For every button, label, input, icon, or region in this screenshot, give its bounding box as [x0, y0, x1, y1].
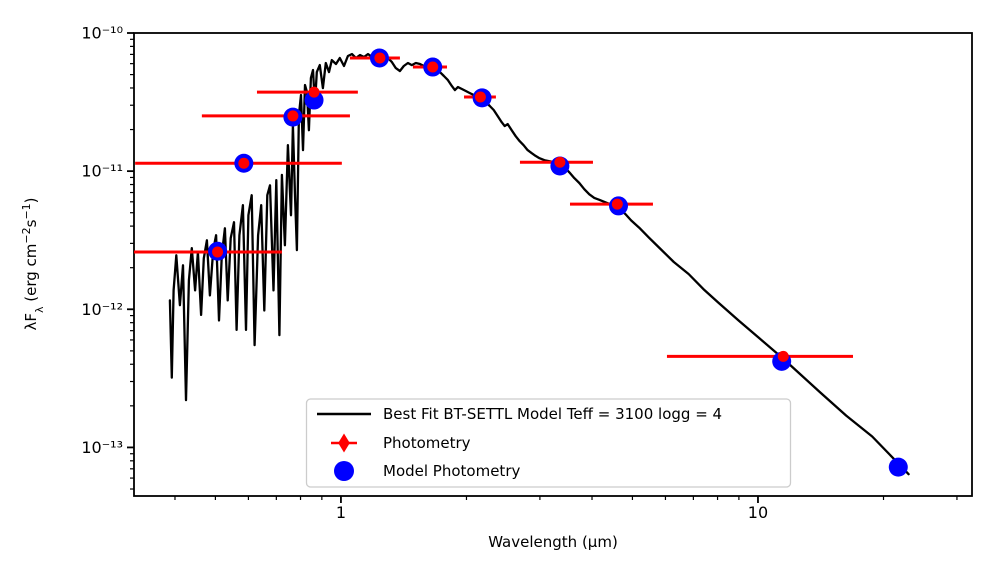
legend-label-best-fit-model: Best Fit BT-SETTL Model Teff = 3100 logg… [383, 405, 722, 423]
legend-item-best-fit-model: Best Fit BT-SETTL Model Teff = 3100 logg… [317, 405, 722, 423]
x-axis-label: Wavelength (μm) [488, 533, 618, 551]
photometry-marker [287, 110, 299, 122]
circle-marker-icon [334, 461, 354, 481]
legend-item-photometry: Photometry [331, 433, 471, 453]
x-tick-label: 10 [748, 503, 768, 522]
photometry-marker [238, 157, 250, 169]
legend: Best Fit BT-SETTL Model Teff = 3100 logg… [305, 398, 792, 488]
y-axis-label: λFλ (erg cm−2s−1) [20, 197, 46, 330]
photometry-marker [374, 52, 386, 64]
y-tick-label: 10⁻¹¹ [81, 162, 123, 181]
photometry-marker [427, 61, 439, 73]
diamond-marker-icon [338, 433, 350, 453]
photometry-marker [611, 198, 623, 210]
photometry-marker [474, 91, 486, 103]
photometry-marker [554, 156, 566, 168]
photometry-marker [777, 350, 789, 362]
x-tick-label: 1 [336, 503, 346, 522]
y-tick-label: 10⁻¹² [81, 300, 123, 319]
photometry-marker [308, 86, 320, 98]
legend-label-photometry: Photometry [383, 434, 471, 452]
y-tick-label: 10⁻¹⁰ [81, 24, 123, 43]
legend-label-model-photometry: Model Photometry [383, 462, 520, 480]
y-tick-label: 10⁻¹³ [81, 438, 123, 457]
model-photometry-marker [304, 90, 324, 110]
model-photometry-marker [888, 457, 908, 477]
photometry-marker [212, 246, 224, 258]
legend-item-model-photometry: Model Photometry [334, 461, 520, 481]
legend-box [305, 398, 792, 488]
axes-spines [133, 32, 973, 497]
plot-area: 1 10 10⁻¹⁰ 10⁻¹¹ 10⁻¹² 10⁻¹³ [81, 24, 973, 522]
